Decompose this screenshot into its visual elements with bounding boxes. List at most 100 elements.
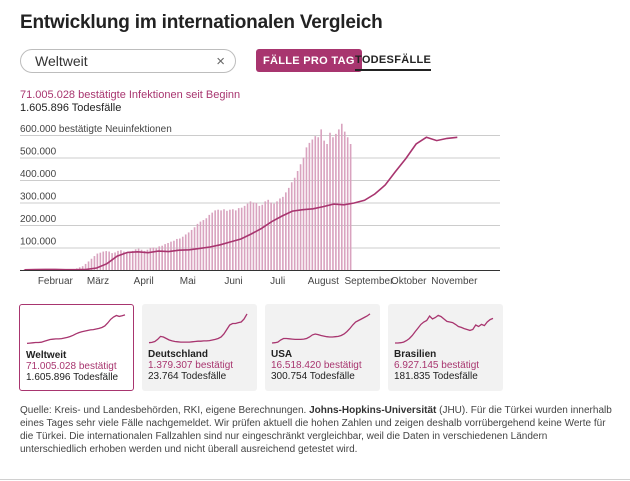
- bar: [229, 209, 231, 270]
- bar: [338, 129, 340, 270]
- source-link-jhu[interactable]: Johns-Hopkins-Universität: [309, 405, 437, 416]
- summary-cases: 71.005.028 bestätigte Infektionen seit B…: [20, 89, 241, 101]
- bar: [249, 201, 252, 270]
- bar: [264, 201, 267, 270]
- bar: [149, 247, 152, 270]
- card-usa[interactable]: USA 16.518.420 bestätigt 300.754 Todesfä…: [265, 304, 380, 391]
- card-sparkline: [26, 314, 126, 345]
- bar: [343, 131, 346, 270]
- bar: [128, 252, 131, 270]
- bar: [137, 248, 140, 270]
- card-deaths: 181.835 Todesfälle: [394, 371, 478, 382]
- bar: [329, 132, 331, 270]
- bar: [84, 263, 87, 270]
- bar: [196, 223, 199, 270]
- card-cases: 6.927.145 bestätigt: [394, 360, 480, 371]
- bar: [282, 196, 284, 270]
- bar: [187, 232, 190, 270]
- bar: [111, 253, 113, 270]
- bar: [134, 249, 137, 270]
- bar: [349, 144, 352, 270]
- card-deutschland[interactable]: Deutschland 1.379.307 bestätigt 23.764 T…: [142, 304, 257, 391]
- bar: [205, 218, 208, 270]
- bar: [290, 182, 293, 270]
- divider: [0, 479, 630, 480]
- bar: [208, 214, 211, 270]
- card-sparkline: [395, 314, 494, 344]
- bar: [302, 157, 305, 270]
- bar: [161, 245, 163, 270]
- bar: [99, 252, 102, 270]
- y-tick-labels: 100.000 200.000 300.000 400.000 500.000 600.0…: [20, 124, 172, 248]
- bar: [311, 139, 314, 270]
- bar: [308, 142, 311, 270]
- bar: [223, 209, 225, 270]
- average-line: [24, 136, 458, 271]
- tab-deaths[interactable]: TODESFÄLLE: [355, 51, 432, 71]
- bar: [123, 251, 125, 270]
- bar: [152, 247, 155, 270]
- card-title: USA: [271, 349, 293, 360]
- card-title: Brasilien: [394, 349, 437, 360]
- card-deaths: 1.605.896 Todesfälle: [26, 372, 119, 383]
- bar: [164, 244, 166, 270]
- bar: [261, 204, 264, 270]
- bar: [217, 209, 219, 270]
- bar: [181, 236, 184, 270]
- bar: [276, 201, 278, 270]
- bar: [323, 140, 325, 270]
- bar: [293, 177, 296, 270]
- card-weltweit[interactable]: Weltweit 71.005.028 bestätigt 1.605.896 …: [19, 304, 134, 391]
- bar: [232, 209, 234, 270]
- y-tick-label: 200.000: [20, 214, 57, 225]
- bar: [131, 250, 134, 270]
- bar: [87, 261, 90, 270]
- bar: [296, 171, 299, 270]
- bar: [126, 252, 128, 270]
- summary-deaths: 1.605.896 Todesfälle: [20, 102, 122, 114]
- source-prefix: Quelle: Kreis- und Landesbehörden, RKI, …: [20, 405, 310, 416]
- bar: [214, 210, 216, 270]
- clear-icon[interactable]: ×: [216, 52, 225, 70]
- search-input[interactable]: Weltweit: [35, 53, 88, 69]
- bar: [258, 205, 261, 270]
- card-brasilien[interactable]: Brasilien 6.927.145 bestätigt 181.835 To…: [388, 304, 503, 391]
- x-tick-labels: Februar März April Mai Juni Juli August Septemb…: [38, 276, 478, 287]
- bar: [120, 250, 122, 270]
- bar: [96, 253, 99, 270]
- y-tick-label: 400.000: [20, 169, 57, 180]
- bar: [246, 203, 249, 270]
- card-deaths: 23.764 Todesfälle: [148, 371, 227, 382]
- bar: [270, 202, 272, 270]
- y-tick-label: 300.000: [20, 192, 57, 203]
- x-tick-label: März: [87, 276, 109, 287]
- bar: [102, 251, 105, 270]
- bar: [279, 198, 281, 270]
- bar: [143, 250, 146, 270]
- bar: [93, 256, 96, 270]
- bar: [117, 250, 119, 270]
- bar: [226, 210, 228, 270]
- x-tick-label: Februar: [38, 276, 74, 287]
- source-note: Quelle: Kreis- und Landesbehörden, RKI, …: [20, 404, 615, 456]
- y-tick-label: 100.000: [20, 237, 57, 248]
- bar: [170, 241, 172, 270]
- bar: [90, 258, 93, 270]
- card-deaths: 300.754 Todesfälle: [271, 371, 355, 382]
- bar: [326, 144, 328, 270]
- bar: [273, 203, 275, 270]
- bar: [146, 249, 149, 270]
- tab-cases-per-day[interactable]: FÄLLE PRO TAG: [256, 49, 362, 72]
- bar: [158, 246, 161, 270]
- bar: [140, 249, 143, 270]
- bar: [176, 238, 178, 270]
- card-cases: 16.518.420 bestätigt: [271, 360, 362, 371]
- bar: [202, 220, 205, 270]
- bar: [287, 187, 290, 270]
- bar: [78, 267, 81, 270]
- bar: [173, 240, 175, 270]
- bar: [184, 234, 187, 270]
- country-search[interactable]: Weltweit ×: [20, 49, 236, 73]
- chart-grid: [20, 135, 500, 249]
- bar: [335, 133, 337, 270]
